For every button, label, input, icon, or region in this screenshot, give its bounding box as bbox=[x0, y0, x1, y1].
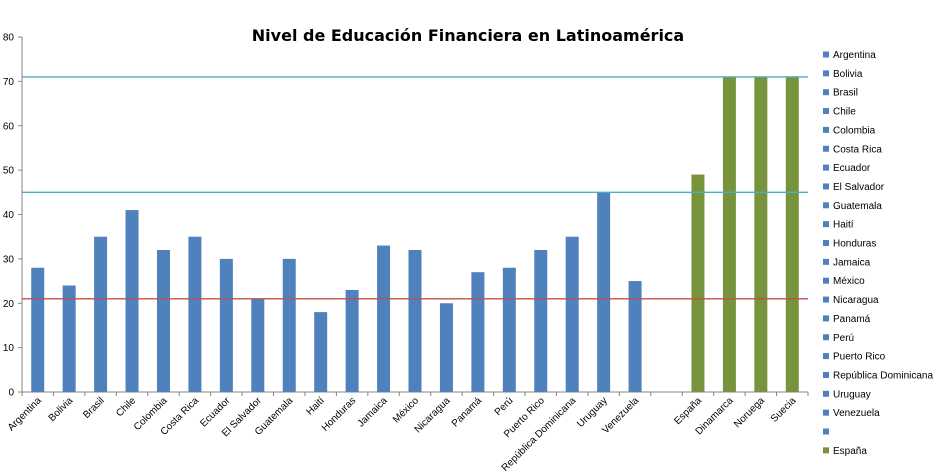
legend-label: Venezuela bbox=[833, 408, 880, 419]
legend-label: Bolivia bbox=[833, 69, 863, 80]
y-tick-label: 40 bbox=[3, 210, 15, 221]
legend-label: Haití bbox=[833, 220, 854, 231]
legend-swatch bbox=[823, 428, 829, 435]
bar bbox=[94, 236, 108, 392]
bar bbox=[534, 250, 548, 392]
x-tick-label: Noruega bbox=[732, 395, 767, 430]
legend-label: El Salvador bbox=[833, 182, 885, 193]
y-tick-label: 70 bbox=[3, 77, 15, 88]
legend-label: Perú bbox=[833, 333, 854, 344]
legend-label: España bbox=[833, 446, 867, 457]
legend-swatch bbox=[823, 409, 829, 416]
bar bbox=[251, 298, 265, 392]
bar bbox=[188, 236, 202, 392]
legend-swatch bbox=[823, 371, 829, 378]
bar bbox=[125, 210, 139, 392]
x-tick-label: Perú bbox=[493, 395, 516, 418]
bar bbox=[62, 285, 76, 392]
y-tick-label: 10 bbox=[3, 343, 15, 354]
legend-swatch bbox=[823, 334, 829, 341]
x-tick-label: México bbox=[391, 395, 421, 425]
chart-axes: 0 10 20 30 40 50 60 70 80 bbox=[3, 33, 809, 399]
bar bbox=[785, 76, 799, 392]
legend-swatch bbox=[823, 51, 829, 58]
legend-label: República Dominicana bbox=[833, 370, 933, 381]
reference-lines bbox=[22, 76, 808, 300]
legend-swatch bbox=[823, 353, 829, 360]
y-tick-label: 20 bbox=[3, 299, 15, 310]
x-tick-labels: Argentina Bolivia Brasil ChileColombiaCosta… bbox=[6, 395, 799, 474]
legend-swatch bbox=[823, 202, 829, 209]
legend-label: Puerto Rico bbox=[833, 352, 886, 363]
x-tick-label: Haití bbox=[304, 395, 326, 417]
bar bbox=[156, 250, 170, 392]
bar bbox=[408, 250, 422, 392]
bar bbox=[439, 303, 453, 392]
legend: Argentina Bolivia Brasil Chile Colombia Costa… bbox=[823, 50, 933, 457]
y-tick-label: 60 bbox=[3, 121, 15, 132]
legend-swatch bbox=[823, 126, 829, 133]
y-tick-label: 50 bbox=[3, 166, 15, 177]
x-tick-label: Chile bbox=[114, 395, 138, 419]
legend-label: Brasil bbox=[833, 88, 858, 99]
chart-title: Nivel de Educación Financiera en Latinoa… bbox=[252, 26, 684, 45]
bar bbox=[31, 267, 45, 392]
x-tick-label: Brasil bbox=[81, 395, 106, 420]
legend-label: Jamaica bbox=[833, 257, 871, 268]
legend-label: Honduras bbox=[833, 239, 876, 250]
legend-swatch bbox=[823, 164, 829, 171]
x-tick-label: Jamaica bbox=[356, 395, 390, 429]
legend-swatch bbox=[823, 70, 829, 77]
legend-swatch bbox=[823, 277, 829, 284]
legend-label: Uruguay bbox=[833, 389, 871, 400]
legend-swatch bbox=[823, 315, 829, 322]
bar bbox=[282, 258, 296, 392]
legend-swatch bbox=[823, 183, 829, 190]
x-tick-label: Honduras bbox=[320, 395, 358, 433]
legend-label: México bbox=[833, 276, 865, 287]
x-tick-label: Argentina bbox=[6, 395, 44, 433]
y-tick-label: 0 bbox=[8, 388, 14, 399]
bar bbox=[502, 267, 516, 392]
x-tick-label: Panamá bbox=[450, 395, 484, 429]
bar bbox=[377, 245, 391, 392]
legend-swatch bbox=[823, 296, 829, 303]
legend-label: Ecuador bbox=[833, 163, 871, 174]
legend-swatch bbox=[823, 258, 829, 265]
bar bbox=[722, 76, 736, 392]
legend-label: Guatemala bbox=[833, 201, 882, 212]
legend-swatch bbox=[823, 108, 829, 115]
legend-swatch bbox=[823, 145, 829, 152]
bar bbox=[219, 258, 233, 392]
legend-label: Panamá bbox=[833, 314, 871, 325]
legend-swatch bbox=[823, 390, 829, 397]
legend-label: Argentina bbox=[833, 50, 876, 61]
y-tick-label: 30 bbox=[3, 254, 15, 265]
bar bbox=[345, 289, 359, 392]
bar bbox=[565, 236, 579, 392]
legend-swatch bbox=[823, 89, 829, 96]
legend-swatch bbox=[823, 447, 829, 454]
bar bbox=[691, 174, 705, 392]
y-tick-label: 80 bbox=[3, 33, 15, 44]
x-tick-label: Bolivia bbox=[47, 395, 76, 424]
bar bbox=[754, 76, 768, 392]
legend-label: Nicaragua bbox=[833, 295, 879, 306]
legend-label: Costa Rica bbox=[833, 144, 882, 155]
bars bbox=[31, 76, 799, 392]
legend-label: Chile bbox=[833, 107, 856, 118]
bar bbox=[471, 272, 485, 392]
legend-label: Colombia bbox=[833, 125, 876, 136]
x-tick-label: Suecia bbox=[769, 395, 799, 425]
bar bbox=[597, 192, 611, 392]
legend-swatch bbox=[823, 221, 829, 228]
bar bbox=[628, 281, 642, 392]
legend-swatch bbox=[823, 240, 829, 246]
bar bbox=[314, 312, 328, 392]
